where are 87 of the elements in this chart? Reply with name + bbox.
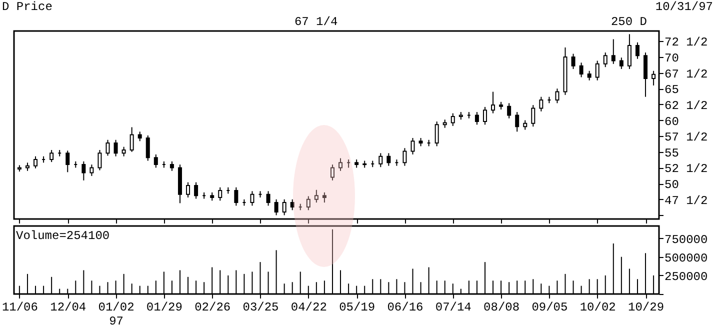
candlestick <box>98 150 102 171</box>
y-tick-label: 72 1/2 <box>664 36 708 50</box>
y-tick-label: 750000 <box>664 232 708 247</box>
y-tick-label: 67 1/2 <box>664 67 708 82</box>
candlestick <box>587 70 592 81</box>
candlestick <box>66 150 70 173</box>
candlestick <box>266 190 270 206</box>
candlestick <box>644 52 648 98</box>
y-tick-label: 47 1/2 <box>664 194 708 208</box>
x-tick-label: 01/29 <box>146 300 182 314</box>
candlestick <box>474 112 479 126</box>
candlestick <box>482 106 487 126</box>
x-tick-label: 02/26 <box>194 300 231 314</box>
candlestick <box>50 150 54 163</box>
x-tick-label: 09/05 <box>532 300 568 314</box>
candlestick <box>523 120 528 130</box>
x-tick-label: 11/06 <box>2 300 38 314</box>
candlestick <box>306 196 310 211</box>
candlestick <box>507 102 512 119</box>
candlestick <box>274 198 278 216</box>
candlestick <box>579 62 584 78</box>
candlestick <box>410 137 415 155</box>
candlestick <box>146 134 150 162</box>
candlestick <box>627 34 632 70</box>
text: 250 D <box>610 15 647 29</box>
candlestick <box>322 192 326 204</box>
candlestick <box>386 152 391 166</box>
candlestick <box>378 152 383 168</box>
x-tick-label: 05/19 <box>339 300 376 314</box>
candlestick <box>186 182 190 198</box>
text: 10/31/97 <box>655 0 713 14</box>
candlestick <box>154 154 158 168</box>
candlestick <box>338 158 343 172</box>
y-tick-label: 62 1/2 <box>664 98 708 113</box>
candlestick <box>194 182 198 200</box>
y-tick-label: 57 1/2 <box>664 130 708 145</box>
candlestick <box>114 139 118 157</box>
candlestick <box>250 190 254 206</box>
candlestick <box>34 156 38 169</box>
candlestick <box>571 53 576 70</box>
candlestick <box>515 112 520 132</box>
x-tick-label: 04/22 <box>290 300 327 314</box>
y-tick-label: 500000 <box>664 251 708 266</box>
candlestick <box>603 52 608 68</box>
x-tick-label: 06/16 <box>387 300 424 314</box>
candlestick <box>130 126 134 152</box>
candlestick <box>282 198 286 216</box>
text: 67 1/4 <box>294 15 338 29</box>
candlestick <box>555 88 560 104</box>
candlestick <box>234 186 238 206</box>
y-tick-label: 70 <box>664 51 679 66</box>
chart-title: D Price <box>2 0 52 14</box>
candlestick <box>138 131 142 142</box>
y-tick-label: 52 1/2 <box>664 162 708 176</box>
candlestick <box>82 160 86 181</box>
y-tick-label: 60 <box>664 114 679 129</box>
candlestick <box>170 160 174 172</box>
candlestick <box>106 139 110 156</box>
candlestick <box>491 91 496 114</box>
x-tick-label: 07/14 <box>435 300 472 314</box>
candlestick <box>218 186 222 202</box>
y-tick-label: 55 <box>664 146 679 160</box>
candlestick <box>611 38 616 64</box>
x-tick-label: 10/02 <box>580 300 616 314</box>
candlestick <box>635 42 640 60</box>
x-tick-label: 01/02 97 <box>98 300 134 327</box>
y-tick-label: 65 <box>664 83 679 98</box>
candlestick <box>595 60 600 81</box>
annotation: Volume=254100 <box>16 229 110 243</box>
candlestick <box>330 164 334 181</box>
candlestick <box>434 121 439 147</box>
candlestick <box>619 57 624 70</box>
candlestick <box>652 70 656 86</box>
candlestick <box>314 189 318 204</box>
candlestick <box>122 146 126 157</box>
candlestick <box>539 96 544 112</box>
candlestick <box>450 112 455 126</box>
x-tick-label: 08/08 <box>484 300 520 314</box>
x-tick-label: 10/29 <box>628 300 664 314</box>
y-tick-label: 250000 <box>664 270 708 284</box>
x-tick-label: 03/25 <box>242 300 279 314</box>
candlestick <box>90 164 94 176</box>
x-tick-label: 12/04 <box>50 300 86 314</box>
candlestick <box>531 104 536 128</box>
candlestick <box>290 198 294 211</box>
candlestick <box>402 148 407 166</box>
y-tick-label: 50 <box>664 178 679 192</box>
